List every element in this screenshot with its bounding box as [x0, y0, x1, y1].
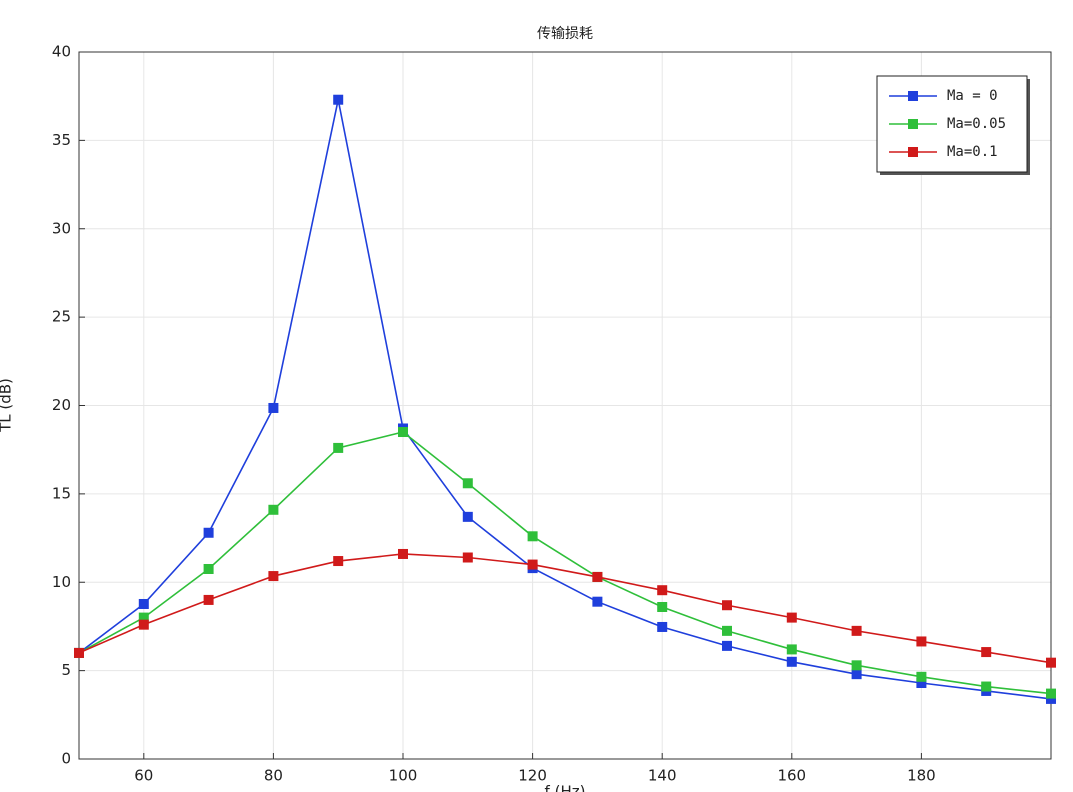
- x-tick-label: 180: [907, 767, 936, 785]
- legend-label: Ma=0.1: [947, 144, 998, 160]
- data-point: [203, 527, 214, 538]
- y-tick-label: 15: [52, 484, 71, 502]
- data-point: [851, 625, 862, 636]
- data-point: [268, 504, 279, 515]
- x-tick-label: 60: [134, 767, 153, 785]
- data-point: [916, 677, 927, 688]
- data-point: [786, 656, 797, 667]
- data-point: [462, 478, 473, 489]
- data-point: [462, 552, 473, 563]
- y-tick-label: 35: [52, 131, 71, 149]
- y-axis-label: TL (dB): [0, 378, 15, 433]
- x-tick-label: 100: [389, 767, 418, 785]
- data-point: [722, 625, 732, 636]
- data-point: [333, 556, 344, 567]
- series-line: [78, 553, 1052, 664]
- y-tick-label: 25: [52, 308, 71, 326]
- data-point: [592, 571, 603, 582]
- data-point: [203, 563, 214, 574]
- data-point: [657, 621, 668, 632]
- x-tick-label: 140: [648, 767, 677, 785]
- data-point: [138, 619, 149, 630]
- x-tick-label: 120: [518, 767, 547, 785]
- data-point: [722, 640, 732, 651]
- y-tick-label: 30: [52, 219, 71, 237]
- data-point: [916, 636, 927, 647]
- data-point: [592, 596, 603, 607]
- data-point: [203, 594, 214, 605]
- data-point: [722, 600, 732, 611]
- plot-frame: [78, 51, 1052, 760]
- data-point: [527, 531, 538, 542]
- data-point: [138, 598, 149, 609]
- data-point: [981, 681, 992, 692]
- data-point: [786, 644, 797, 655]
- data-point: [398, 427, 408, 438]
- y-tick-label: 20: [52, 396, 71, 414]
- legend-label: Ma = 0: [947, 88, 998, 104]
- chart-title: 传输损耗: [537, 26, 593, 42]
- data-point: [268, 402, 279, 413]
- data-point: [657, 601, 668, 612]
- legend: Ma = 0 Ma=0.05 Ma=0.1: [876, 75, 1030, 175]
- data-point: [916, 671, 927, 682]
- y-tick-label: 10: [52, 573, 71, 591]
- data-point: [333, 94, 344, 105]
- x-tick-label: 160: [777, 767, 806, 785]
- data-point: [786, 612, 797, 623]
- legend-marker: [908, 147, 918, 157]
- data-point: [981, 647, 992, 658]
- y-tick-label: 0: [61, 750, 71, 768]
- data-point: [851, 669, 862, 680]
- x-axis-label: f (Hz): [545, 783, 586, 792]
- y-tick-label: 40: [52, 43, 71, 61]
- series-line: [78, 99, 1052, 700]
- data-point: [1046, 693, 1056, 704]
- series-line: [78, 431, 1052, 695]
- legend-marker: [908, 91, 918, 101]
- data-point: [333, 442, 344, 453]
- data-point: [1046, 688, 1056, 699]
- data-point: [657, 585, 668, 596]
- data-point: [268, 571, 279, 582]
- data-point: [462, 511, 473, 522]
- y-tick-label: 5: [61, 661, 71, 679]
- legend-label: Ma=0.05: [947, 116, 1006, 132]
- data-point: [138, 612, 149, 623]
- data-point: [74, 647, 84, 658]
- x-tick-label: 80: [264, 767, 283, 785]
- legend-marker: [908, 119, 918, 129]
- data-point: [527, 559, 538, 570]
- data-point: [851, 660, 862, 671]
- data-point: [398, 548, 408, 559]
- data-point: [1046, 657, 1056, 668]
